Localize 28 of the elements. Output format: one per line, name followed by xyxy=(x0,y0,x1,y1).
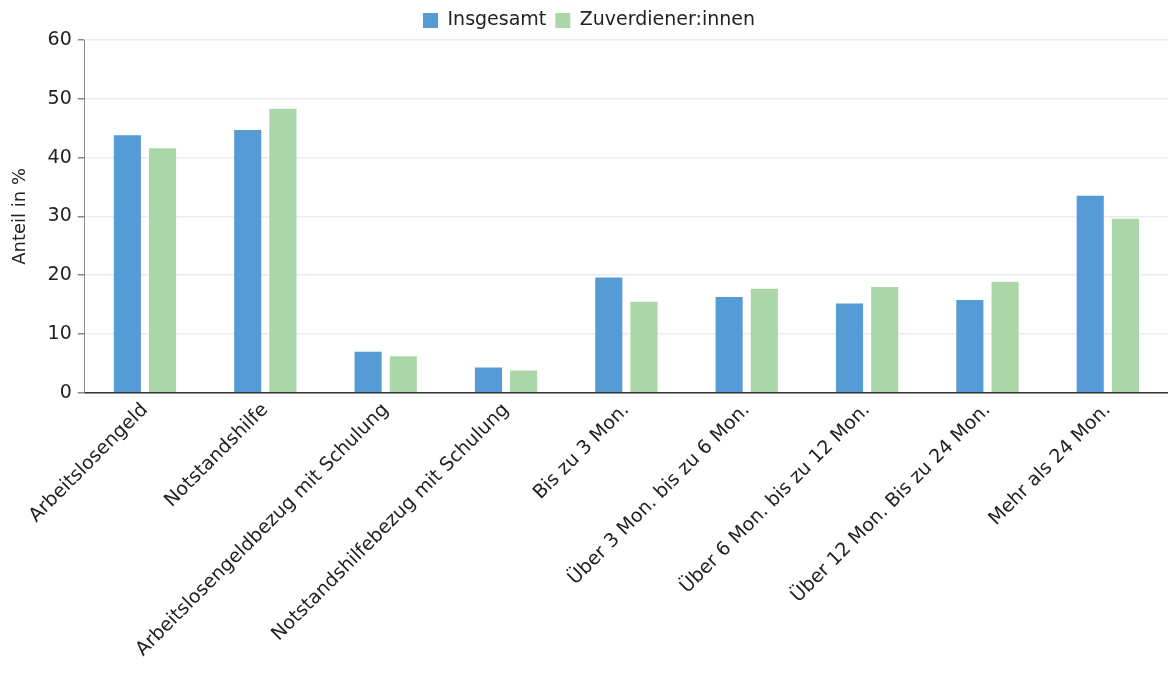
bar xyxy=(1076,195,1104,393)
y-tick-label: 10 xyxy=(47,320,72,343)
y-tick-label: 40 xyxy=(47,144,72,167)
legend-label: Zuverdiener:innen xyxy=(579,7,755,30)
bar xyxy=(991,281,1019,393)
bar xyxy=(1111,218,1139,393)
bar xyxy=(234,129,262,393)
y-axis-title: Anteil in % xyxy=(8,168,30,265)
bar xyxy=(389,356,417,393)
bar xyxy=(871,286,899,393)
y-tick-label: 50 xyxy=(47,85,72,108)
bar xyxy=(354,351,382,393)
bar xyxy=(956,299,984,393)
bar xyxy=(269,108,297,393)
bar xyxy=(510,370,538,393)
y-tick-label: 20 xyxy=(47,262,72,285)
bar xyxy=(113,135,141,393)
bar xyxy=(595,277,623,393)
bar xyxy=(750,288,778,393)
bar xyxy=(630,301,658,393)
bar xyxy=(149,148,177,393)
bar xyxy=(474,367,502,393)
legend-label: Insgesamt xyxy=(447,7,547,30)
bar xyxy=(715,296,743,393)
y-tick-label: 0 xyxy=(59,379,72,402)
bar xyxy=(835,303,864,393)
y-tick-label: 30 xyxy=(47,203,72,226)
y-tick-label: 60 xyxy=(47,26,72,49)
